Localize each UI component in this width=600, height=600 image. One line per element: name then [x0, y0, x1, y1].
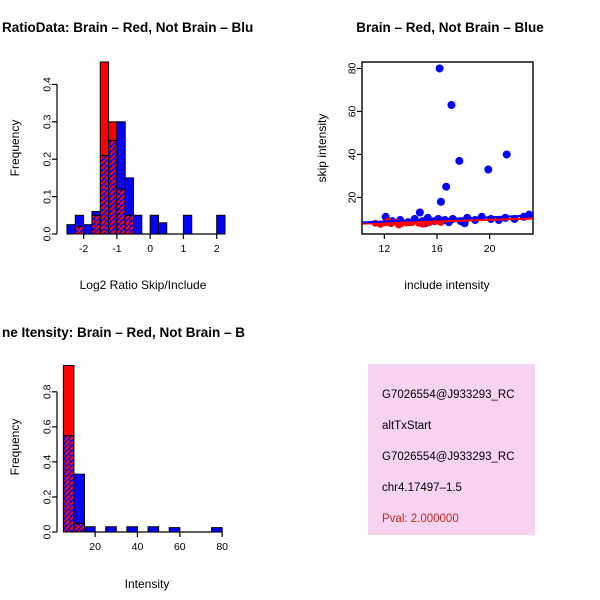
y-tick-label: 20: [347, 191, 359, 203]
hist-ratio-plot: -2 -1 0 1 2 0.0 0.1 0.2 0.3 0.4: [42, 61, 226, 255]
y-tick-label: 80: [347, 62, 359, 74]
hist-ratio-xlabel: Log2 Ratio Skip/Include: [79, 278, 207, 292]
hist-bar-overlap-hatch: [74, 226, 85, 235]
scatter-xlabel: include intensity: [404, 278, 490, 292]
hist-bar-overlap-hatch: [99, 154, 110, 235]
y-tick-label: 0.0: [42, 227, 54, 242]
x-tick-label: 1: [181, 243, 187, 255]
hist-bar-overlap-hatch: [73, 522, 86, 533]
y-tick-label: 0.6: [42, 419, 54, 434]
scatter-title: Brain – Red, Not Brain – Blue: [356, 20, 544, 35]
x-tick-label: -2: [79, 243, 88, 255]
x-tick-label: 20: [89, 541, 101, 553]
y-tick-label: 0.4: [42, 77, 54, 92]
y-tick-label: 0.3: [42, 114, 54, 129]
hist-bar-overlap-hatch: [124, 214, 135, 235]
info-box: G7026554@J933293_RC altTxStart G7026554@J9…: [368, 364, 535, 535]
x-tick-label: 20: [484, 243, 496, 255]
hist-bar-blue: [149, 214, 159, 235]
hist-bar-red: [108, 121, 118, 142]
x-tick-label: -1: [112, 243, 121, 255]
hist-bar-blue: [105, 526, 117, 533]
x-tick-label: 40: [132, 541, 144, 553]
hist-intensity-xlabel: Intensity: [124, 577, 170, 591]
y-tick-label: 0.2: [42, 489, 54, 504]
hist-bar-blue: [91, 211, 101, 216]
hist-intensity-plot: 20 40 60 80 0.0 0.2 0.4 0.6 0.8: [42, 365, 228, 553]
hist-bar-blue: [133, 214, 143, 235]
hist-bar-blue: [83, 224, 93, 235]
hist-bar-blue: [211, 527, 223, 533]
hist-bar-overlap-hatch: [116, 188, 126, 235]
hist-bar-red: [99, 61, 110, 156]
info-line-3: chr4.17497–1.5: [382, 482, 462, 494]
hist-bar-blue: [147, 526, 160, 533]
scatter-point: [442, 182, 451, 191]
info-line-2: G7026554@J933293_RC: [382, 451, 515, 463]
x-tick-label: 2: [214, 243, 220, 255]
y-tick-label: 0.4: [42, 454, 54, 469]
y-tick-label: 40: [347, 148, 359, 160]
hist-bar-overlap-hatch: [91, 214, 101, 235]
hist-bar-blue: [73, 473, 86, 524]
x-tick-label: 12: [379, 243, 391, 255]
y-tick-label: 0.2: [42, 152, 54, 167]
scatter-point: [447, 101, 456, 109]
y-tick-label: 60: [347, 105, 359, 117]
x-tick-label: 0: [147, 243, 153, 255]
hist-bar-blue: [157, 222, 168, 235]
scatter-point: [415, 208, 424, 217]
scatter-point: [501, 213, 510, 222]
hist-intensity-title: ne Itensity: Brain – Red, Not Brain – B: [2, 325, 246, 340]
hist-bar-blue: [84, 526, 96, 533]
hist-ratio-title: RatioData: Brain – Red, Not Brain – Blu: [2, 20, 254, 35]
y-tick-label: 0.1: [42, 189, 54, 204]
y-tick-label: 0.0: [42, 525, 54, 540]
info-line-1: altTxStart: [382, 420, 432, 432]
hist-bar-blue: [124, 177, 135, 216]
plot-frame: [361, 61, 534, 235]
scatter-point: [435, 64, 444, 73]
hist-bar-blue: [66, 224, 76, 235]
hist-bar-red: [62, 365, 75, 437]
info-line-4: Pval: 2.000000: [382, 513, 459, 525]
hist-bar-overlap-hatch: [62, 435, 75, 533]
hist-bar-blue: [182, 214, 193, 235]
info-line-0: G7026554@J933293_RC: [382, 389, 515, 401]
scatter-plot: 12 16 20 20 40 60 80: [347, 61, 534, 255]
scatter-point: [436, 197, 445, 206]
hist-bar-blue: [168, 527, 181, 533]
hist-bar-blue: [116, 121, 126, 190]
fit-line: [361, 214, 534, 224]
x-tick-label: 80: [216, 541, 228, 553]
x-tick-label: 16: [431, 243, 443, 255]
hist-bar-blue: [216, 214, 226, 235]
hist-bar-blue: [74, 214, 85, 228]
hist-bar-overlap-hatch: [108, 140, 118, 235]
hist-bar-blue: [126, 526, 138, 533]
scatter-point: [455, 156, 464, 165]
x-tick-label: 60: [174, 541, 186, 553]
scatter-point: [484, 165, 493, 174]
y-tick-label: 0.8: [42, 384, 54, 399]
scatter-point: [502, 150, 511, 159]
fit-line: [361, 217, 534, 225]
